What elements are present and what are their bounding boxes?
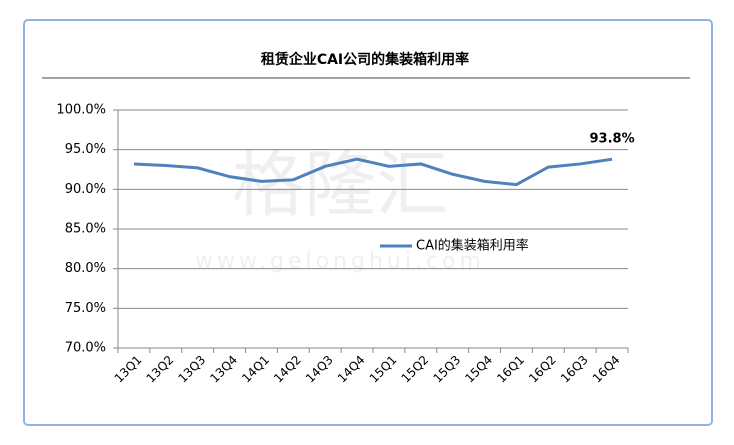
legend-label: CAI的集装箱利用率 <box>416 238 529 254</box>
y-tick-label: 70.0% <box>65 341 106 356</box>
y-tick-label: 85.0% <box>65 222 106 237</box>
watermark-url: www.gelonghui.com <box>195 249 485 274</box>
chart-title: 租赁企业CAI公司的集装箱利用率 <box>261 51 469 68</box>
y-tick-label: 90.0% <box>65 182 106 197</box>
data-line <box>133 157 613 187</box>
y-tick-label: 100.0% <box>56 103 106 118</box>
watermark-logo: 格隆汇 <box>232 143 448 227</box>
data-label: 93.8% <box>590 132 635 147</box>
y-tick-label: 80.0% <box>65 261 106 276</box>
chart-panel <box>40 38 692 416</box>
y-tick-label: 75.0% <box>65 301 106 316</box>
y-tick-label: 95.0% <box>65 142 106 157</box>
